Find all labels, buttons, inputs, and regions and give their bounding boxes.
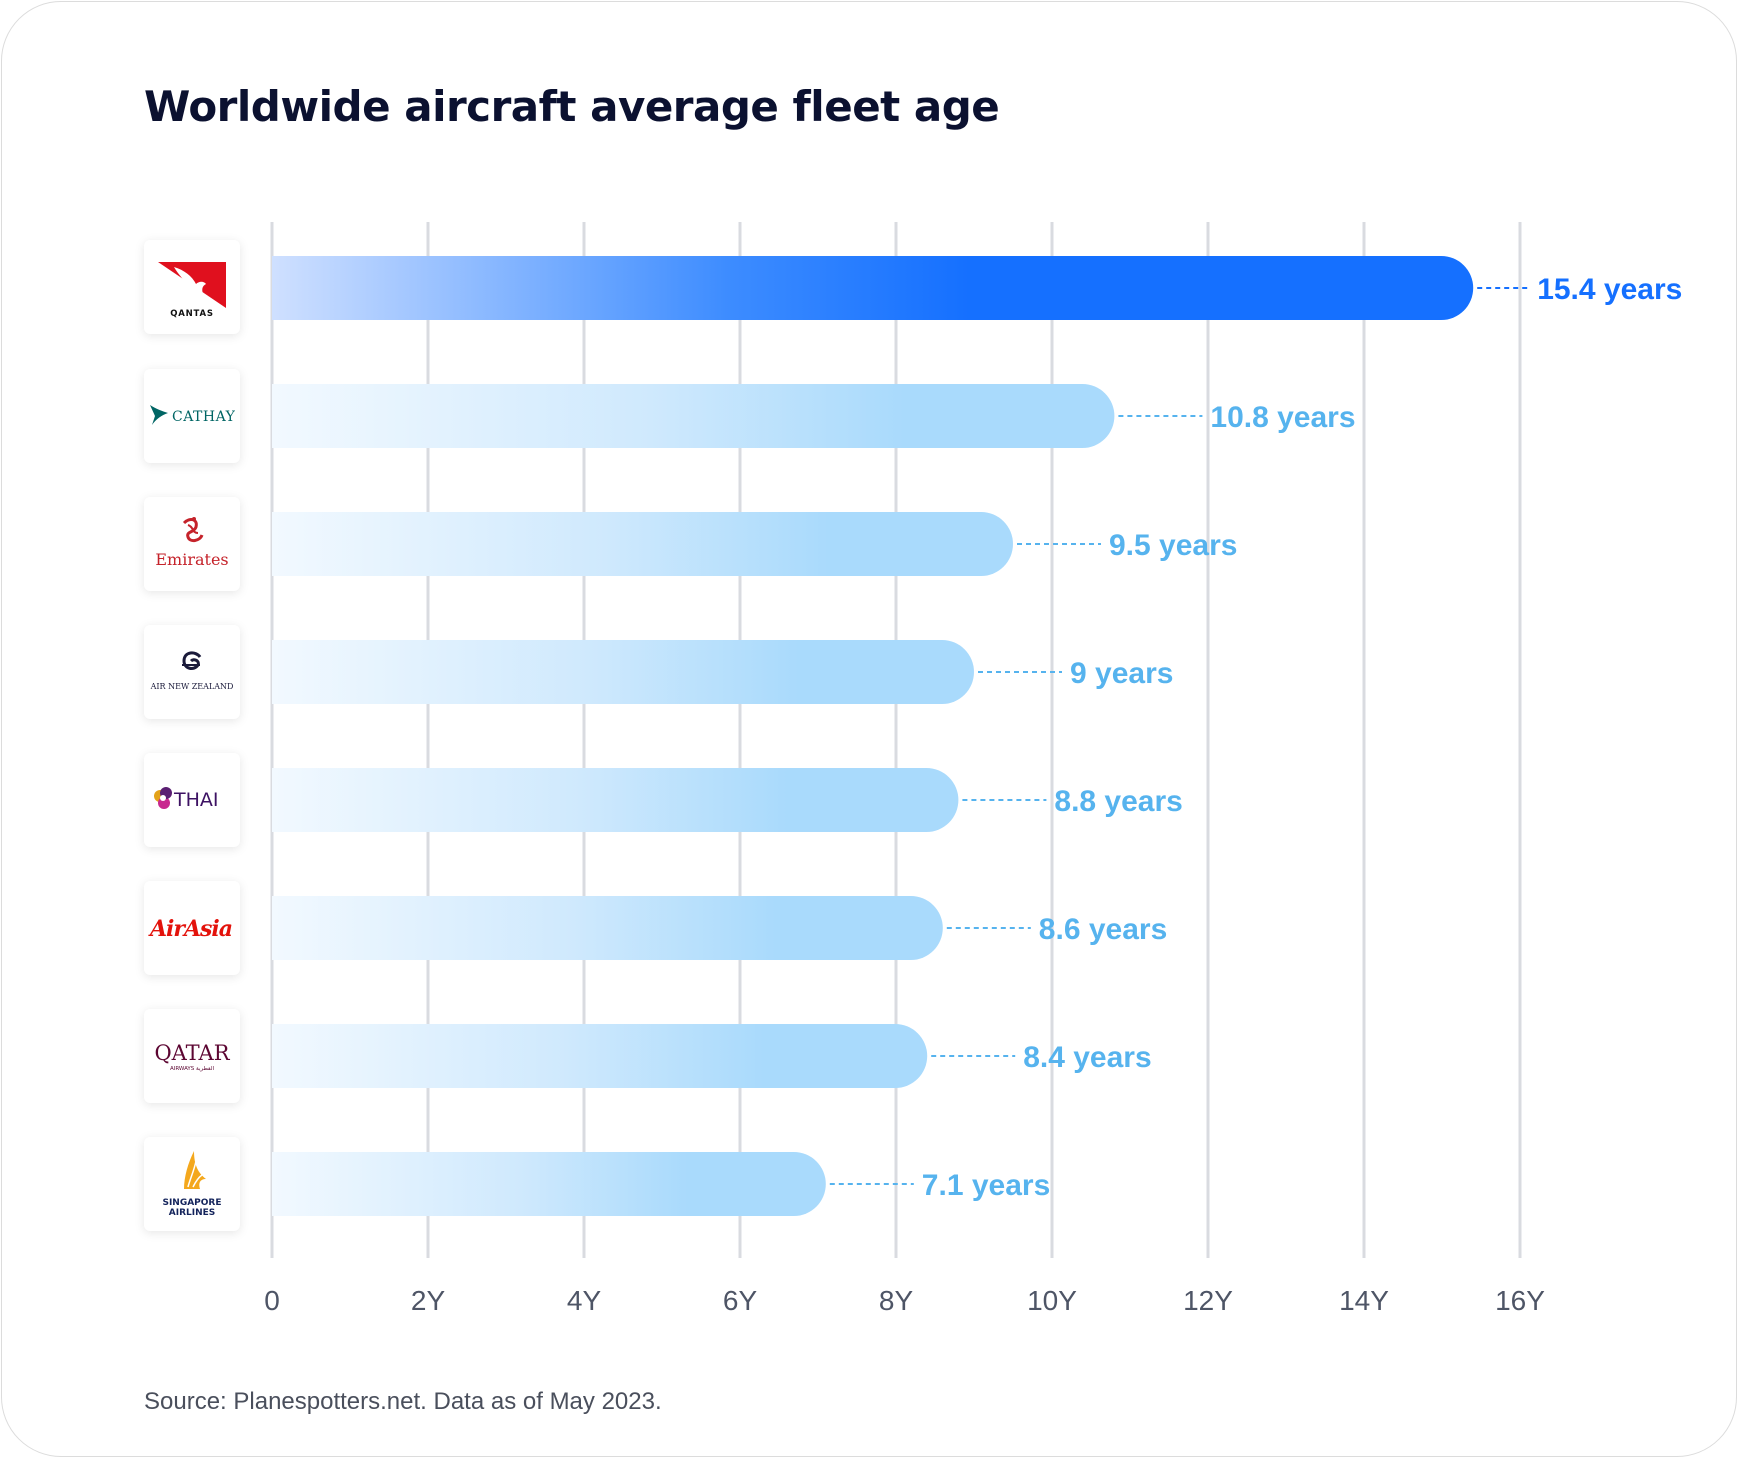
x-tick-label: 14Y [1339,1285,1389,1316]
bar-thai [272,768,959,832]
x-tick-label: 2Y [411,1285,446,1316]
x-tick-label: 10Y [1027,1285,1077,1316]
singapore-bird-icon: SINGAPORE AIRLINES [162,1151,222,1218]
qantas-kangaroo-icon: QANTAS [158,262,226,319]
x-tick-label: 6Y [723,1285,758,1316]
qatar-oryx-icon: QATAR AIRWAYS القطرية [154,1041,230,1072]
bar-airasia [272,896,943,960]
qantas-logo: QANTAS [144,240,240,334]
value-label: 10.8 years [1210,401,1355,434]
svg-text:AIRWAYS القطرية: AIRWAYS القطرية [170,1066,215,1072]
qatar-logo: QATAR AIRWAYS القطرية [144,1009,240,1103]
cathay-logo: CATHAY [144,369,240,463]
value-label: 8.8 years [1054,785,1182,818]
grid-lines [270,222,1522,1258]
x-tick-label: 12Y [1183,1285,1233,1316]
koru-icon: AIR NEW ZEALAND [150,651,234,691]
svg-text:CATHAY: CATHAY [172,409,236,425]
svg-text:AIR NEW ZEALAND: AIR NEW ZEALAND [150,682,234,691]
x-tick-label: 4Y [567,1285,602,1316]
bar-cathay [272,384,1115,448]
source-note: Source: Planespotters.net. Data as of Ma… [144,1388,662,1415]
svg-text:QANTAS: QANTAS [170,309,214,319]
x-tick-label: 8Y [879,1285,914,1316]
bar-qantas [272,256,1474,320]
bar-qatar [272,1024,928,1088]
cathay-brushwing-icon: CATHAY [150,405,236,425]
svg-text:SINGAPORE: SINGAPORE [162,1198,221,1208]
air-new-zealand-logo: AIR NEW ZEALAND [144,625,240,719]
value-label: 8.6 years [1039,913,1167,946]
bar-chart: 15.4 years 10.8 years 9.5 years 9 years 8.8 … [264,222,1683,1316]
airasia-logo: AirAsia [144,881,240,975]
x-tick-label: 0 [264,1285,280,1316]
value-labels: 15.4 years 10.8 years 9.5 years 9 years 8.8 … [922,273,1683,1202]
emirates-calligraphy-icon: Emirates [155,517,229,569]
bars [272,256,1474,1216]
bar-air-new-zealand [272,640,974,704]
svg-text:Emirates: Emirates [155,550,228,569]
svg-text:AIRLINES: AIRLINES [169,1208,216,1218]
svg-text:AirAsia: AirAsia [148,916,232,942]
bar-emirates [272,512,1013,576]
emirates-logo: Emirates [144,497,240,591]
thai-orchid-icon: THAI [154,787,219,811]
value-label: 7.1 years [922,1169,1050,1202]
value-label: 8.4 years [1023,1041,1151,1074]
svg-text:QATAR: QATAR [154,1041,230,1065]
value-label: 15.4 years [1537,273,1682,306]
leader-lines [829,287,1530,1185]
airasia-wordmark-icon: AirAsia [148,916,233,942]
value-label: 9.5 years [1109,529,1237,562]
svg-text:THAI: THAI [173,789,219,811]
x-tick-label: 16Y [1495,1285,1545,1316]
page-title: Worldwide aircraft average fleet age [144,82,1000,131]
bar-singapore-airlines [272,1152,826,1216]
thai-logo: THAI [144,753,240,847]
singapore-airlines-logo: SINGAPORE AIRLINES [144,1137,240,1231]
x-axis-ticks: 0 2Y 4Y 6Y 8Y 10Y 12Y 14Y 16Y [264,1285,1545,1316]
value-label: 9 years [1070,657,1173,690]
